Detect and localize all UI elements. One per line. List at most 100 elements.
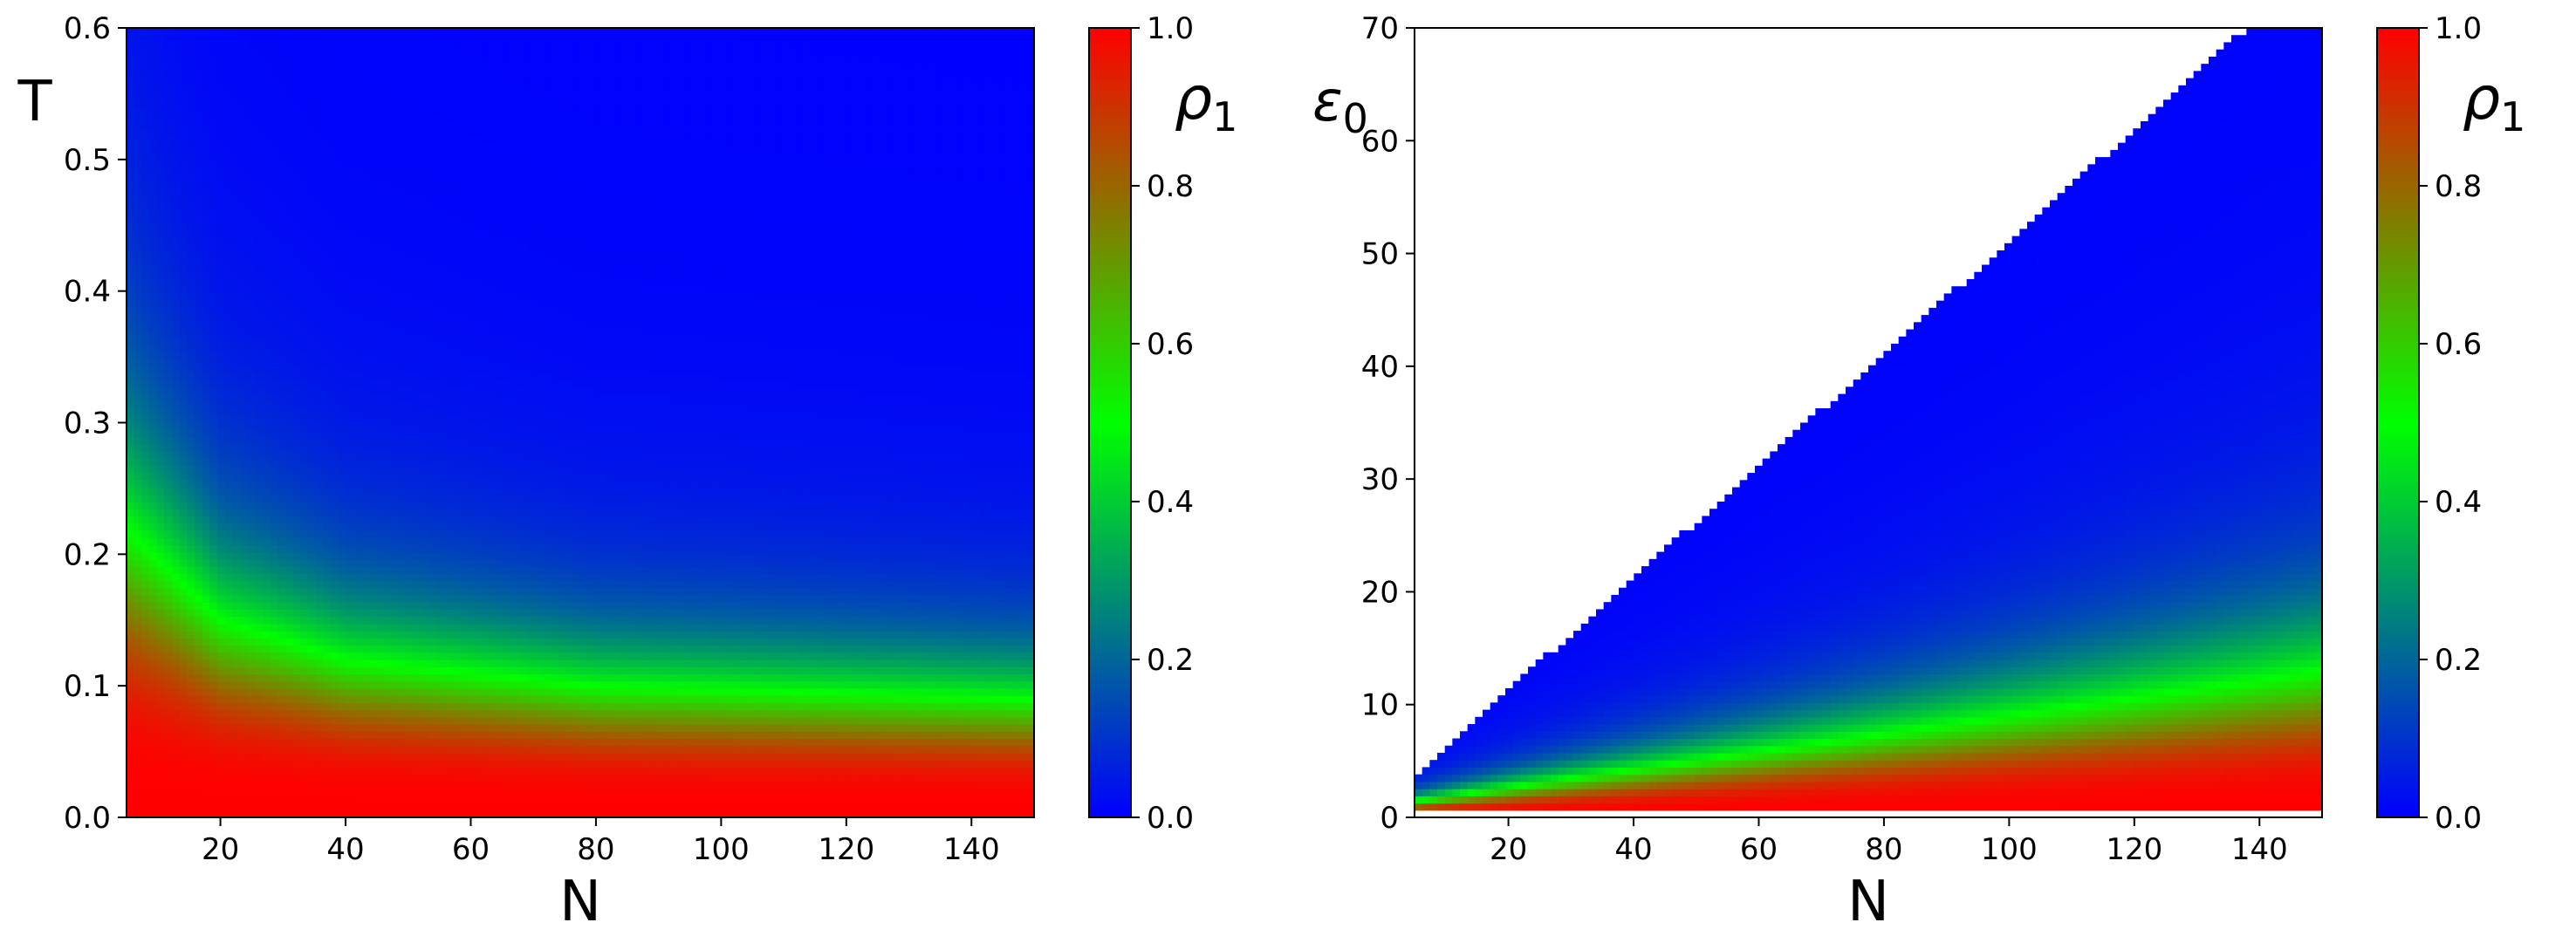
heatmap-cell (209, 42, 218, 51)
heatmap-cell (195, 193, 203, 202)
heatmap-cell (300, 789, 309, 796)
heatmap-cell (224, 774, 233, 782)
heatmap-cell (436, 602, 445, 611)
heatmap-cell (217, 680, 226, 689)
heatmap-cell (331, 587, 339, 596)
heatmap-cell (255, 264, 264, 273)
heatmap-cell (270, 494, 278, 502)
heatmap-cell (444, 673, 453, 682)
heatmap-cell (240, 128, 249, 137)
heatmap-cell (428, 257, 437, 266)
heatmap-cell (127, 666, 135, 675)
heatmap-cell (217, 429, 226, 438)
heatmap-cell (444, 451, 453, 460)
heatmap-cell (331, 487, 339, 495)
heatmap-cell (414, 745, 422, 754)
heatmap-cell (209, 415, 218, 424)
heatmap-cell (270, 56, 278, 65)
heatmap-cell (323, 738, 332, 747)
heatmap-cell (414, 602, 422, 611)
heatmap-cell (451, 85, 460, 93)
heatmap-cell (414, 293, 422, 302)
heatmap-cell (209, 236, 218, 244)
heatmap-cell (323, 558, 332, 567)
heatmap-cell (149, 171, 158, 180)
heatmap-cell (187, 544, 195, 553)
heatmap-cell (300, 760, 309, 769)
heatmap-cell (399, 480, 408, 488)
heatmap-cell (292, 157, 301, 165)
heatmap-cell (308, 171, 317, 180)
heatmap-cell (315, 336, 324, 345)
heatmap-cell (156, 42, 165, 51)
heatmap-cell (263, 351, 271, 359)
heatmap-cell (247, 616, 256, 625)
heatmap-cell (156, 200, 165, 208)
heatmap-cell (156, 738, 165, 747)
heatmap-cell (331, 638, 339, 646)
heatmap-cell (451, 502, 460, 509)
heatmap-cell (141, 523, 150, 531)
heatmap-cell (391, 42, 400, 51)
heatmap-cell (436, 386, 445, 395)
heatmap-cell (240, 458, 249, 467)
heatmap-cell (172, 516, 181, 524)
heatmap-cell (209, 796, 218, 804)
heatmap-cell (346, 214, 354, 222)
heatmap-cell (270, 687, 278, 696)
heatmap-cell (240, 415, 249, 424)
heatmap-cell (459, 193, 468, 202)
heatmap-cell (255, 659, 264, 667)
heatmap-cell (436, 731, 445, 740)
heatmap-cell (428, 573, 437, 582)
heatmap-cell (172, 271, 181, 280)
heatmap-cell (224, 516, 233, 524)
heatmap-cell (164, 85, 173, 93)
heatmap-cell (338, 702, 346, 711)
heatmap-cell (217, 171, 226, 180)
heatmap-cell (346, 731, 354, 740)
heatmap-cell (217, 731, 226, 740)
heatmap-cell (164, 724, 173, 732)
heatmap-cell (338, 436, 346, 445)
heatmap-cell (459, 659, 468, 667)
heatmap-cell (172, 236, 181, 244)
heatmap-cell (444, 616, 453, 625)
heatmap-cell (331, 78, 339, 86)
heatmap-cell (255, 64, 264, 72)
heatmap-cell (376, 322, 385, 331)
heatmap-cell (202, 271, 210, 280)
heatmap-cell (421, 142, 430, 151)
heatmap-cell (338, 652, 346, 660)
heatmap-cell (353, 436, 362, 445)
heatmap-cell (285, 458, 294, 467)
heatmap-cell (414, 544, 422, 553)
heatmap-cell (346, 336, 354, 345)
heatmap-cell (277, 78, 286, 86)
heatmap-cell (172, 135, 181, 144)
heatmap-cell (444, 365, 453, 373)
heatmap-cell (346, 451, 354, 460)
heatmap-cell (421, 666, 430, 675)
heatmap-cell (436, 659, 445, 667)
heatmap-cell (428, 631, 437, 639)
heatmap-cell (360, 278, 369, 287)
heatmap-cell (209, 78, 218, 86)
heatmap-cell (164, 558, 173, 567)
heatmap-cell (240, 465, 249, 474)
heatmap-cell (421, 315, 430, 323)
heatmap-cell (399, 214, 408, 222)
heatmap-cell (127, 558, 135, 567)
heatmap-cell (315, 616, 324, 625)
heatmap-cell (399, 178, 408, 187)
heatmap-cell (315, 35, 324, 44)
heatmap-cell (399, 113, 408, 122)
heatmap-cell (240, 35, 249, 44)
heatmap-cell (202, 106, 210, 115)
heatmap-cell (187, 724, 195, 732)
heatmap-cell (323, 680, 332, 689)
heatmap-cell (277, 293, 286, 302)
heatmap-cell (338, 516, 346, 524)
heatmap-cell (346, 580, 354, 589)
heatmap-cell (156, 78, 165, 86)
